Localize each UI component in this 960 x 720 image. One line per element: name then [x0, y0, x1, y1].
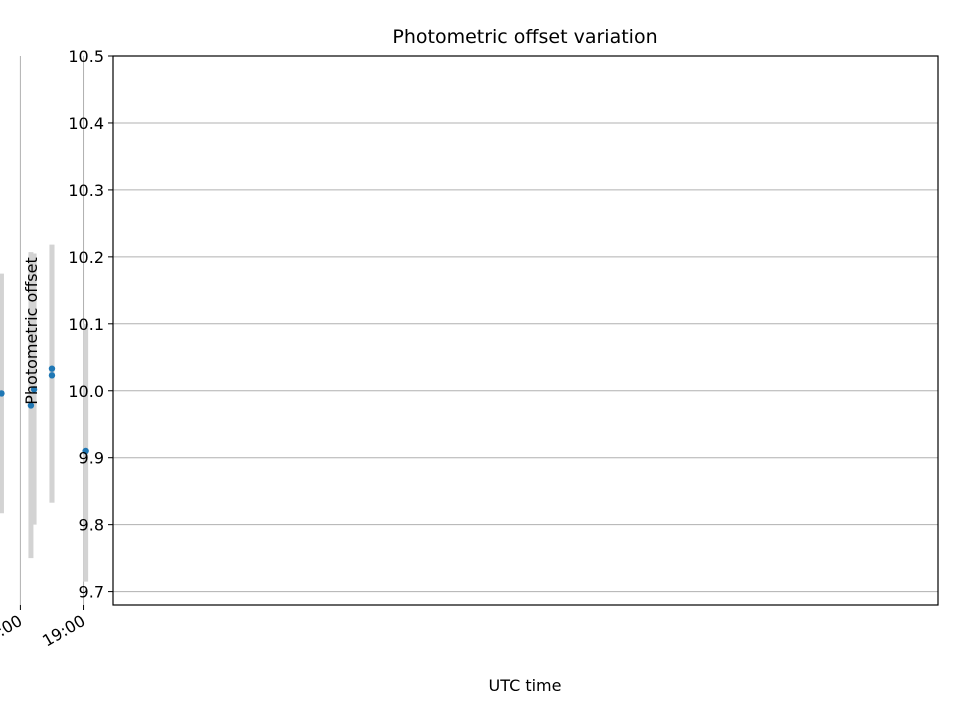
y-tick-label: 10.1: [68, 315, 104, 334]
y-tick-label: 9.7: [79, 583, 104, 602]
data-point: [48, 372, 56, 379]
data-point: [27, 402, 35, 409]
x-axis-label: UTC time: [489, 676, 562, 695]
plot-frame: [112, 55, 939, 606]
y-tick-label: 10.3: [68, 181, 104, 200]
y-tick-label: 10.5: [68, 47, 104, 66]
y-tick-label: 10.2: [68, 248, 104, 267]
y-tick-label: 9.8: [79, 516, 104, 535]
data-points: [0, 365, 89, 455]
chart-title: Photometric offset variation: [392, 26, 657, 48]
data-point: [48, 365, 56, 372]
y-axis-label: Photometric offset: [22, 257, 41, 405]
y-axis: 9.7 9.8 9.9 10.0 10.1 10.2 10.3 10.4 10.5: [68, 47, 113, 602]
data-point: [82, 447, 89, 455]
y-tick-label: 10.0: [68, 382, 104, 401]
y-tick-label: 9.9: [79, 449, 104, 468]
data-point: [30, 386, 38, 393]
y-tick-label: 10.4: [68, 114, 104, 133]
data-point: [0, 390, 5, 397]
